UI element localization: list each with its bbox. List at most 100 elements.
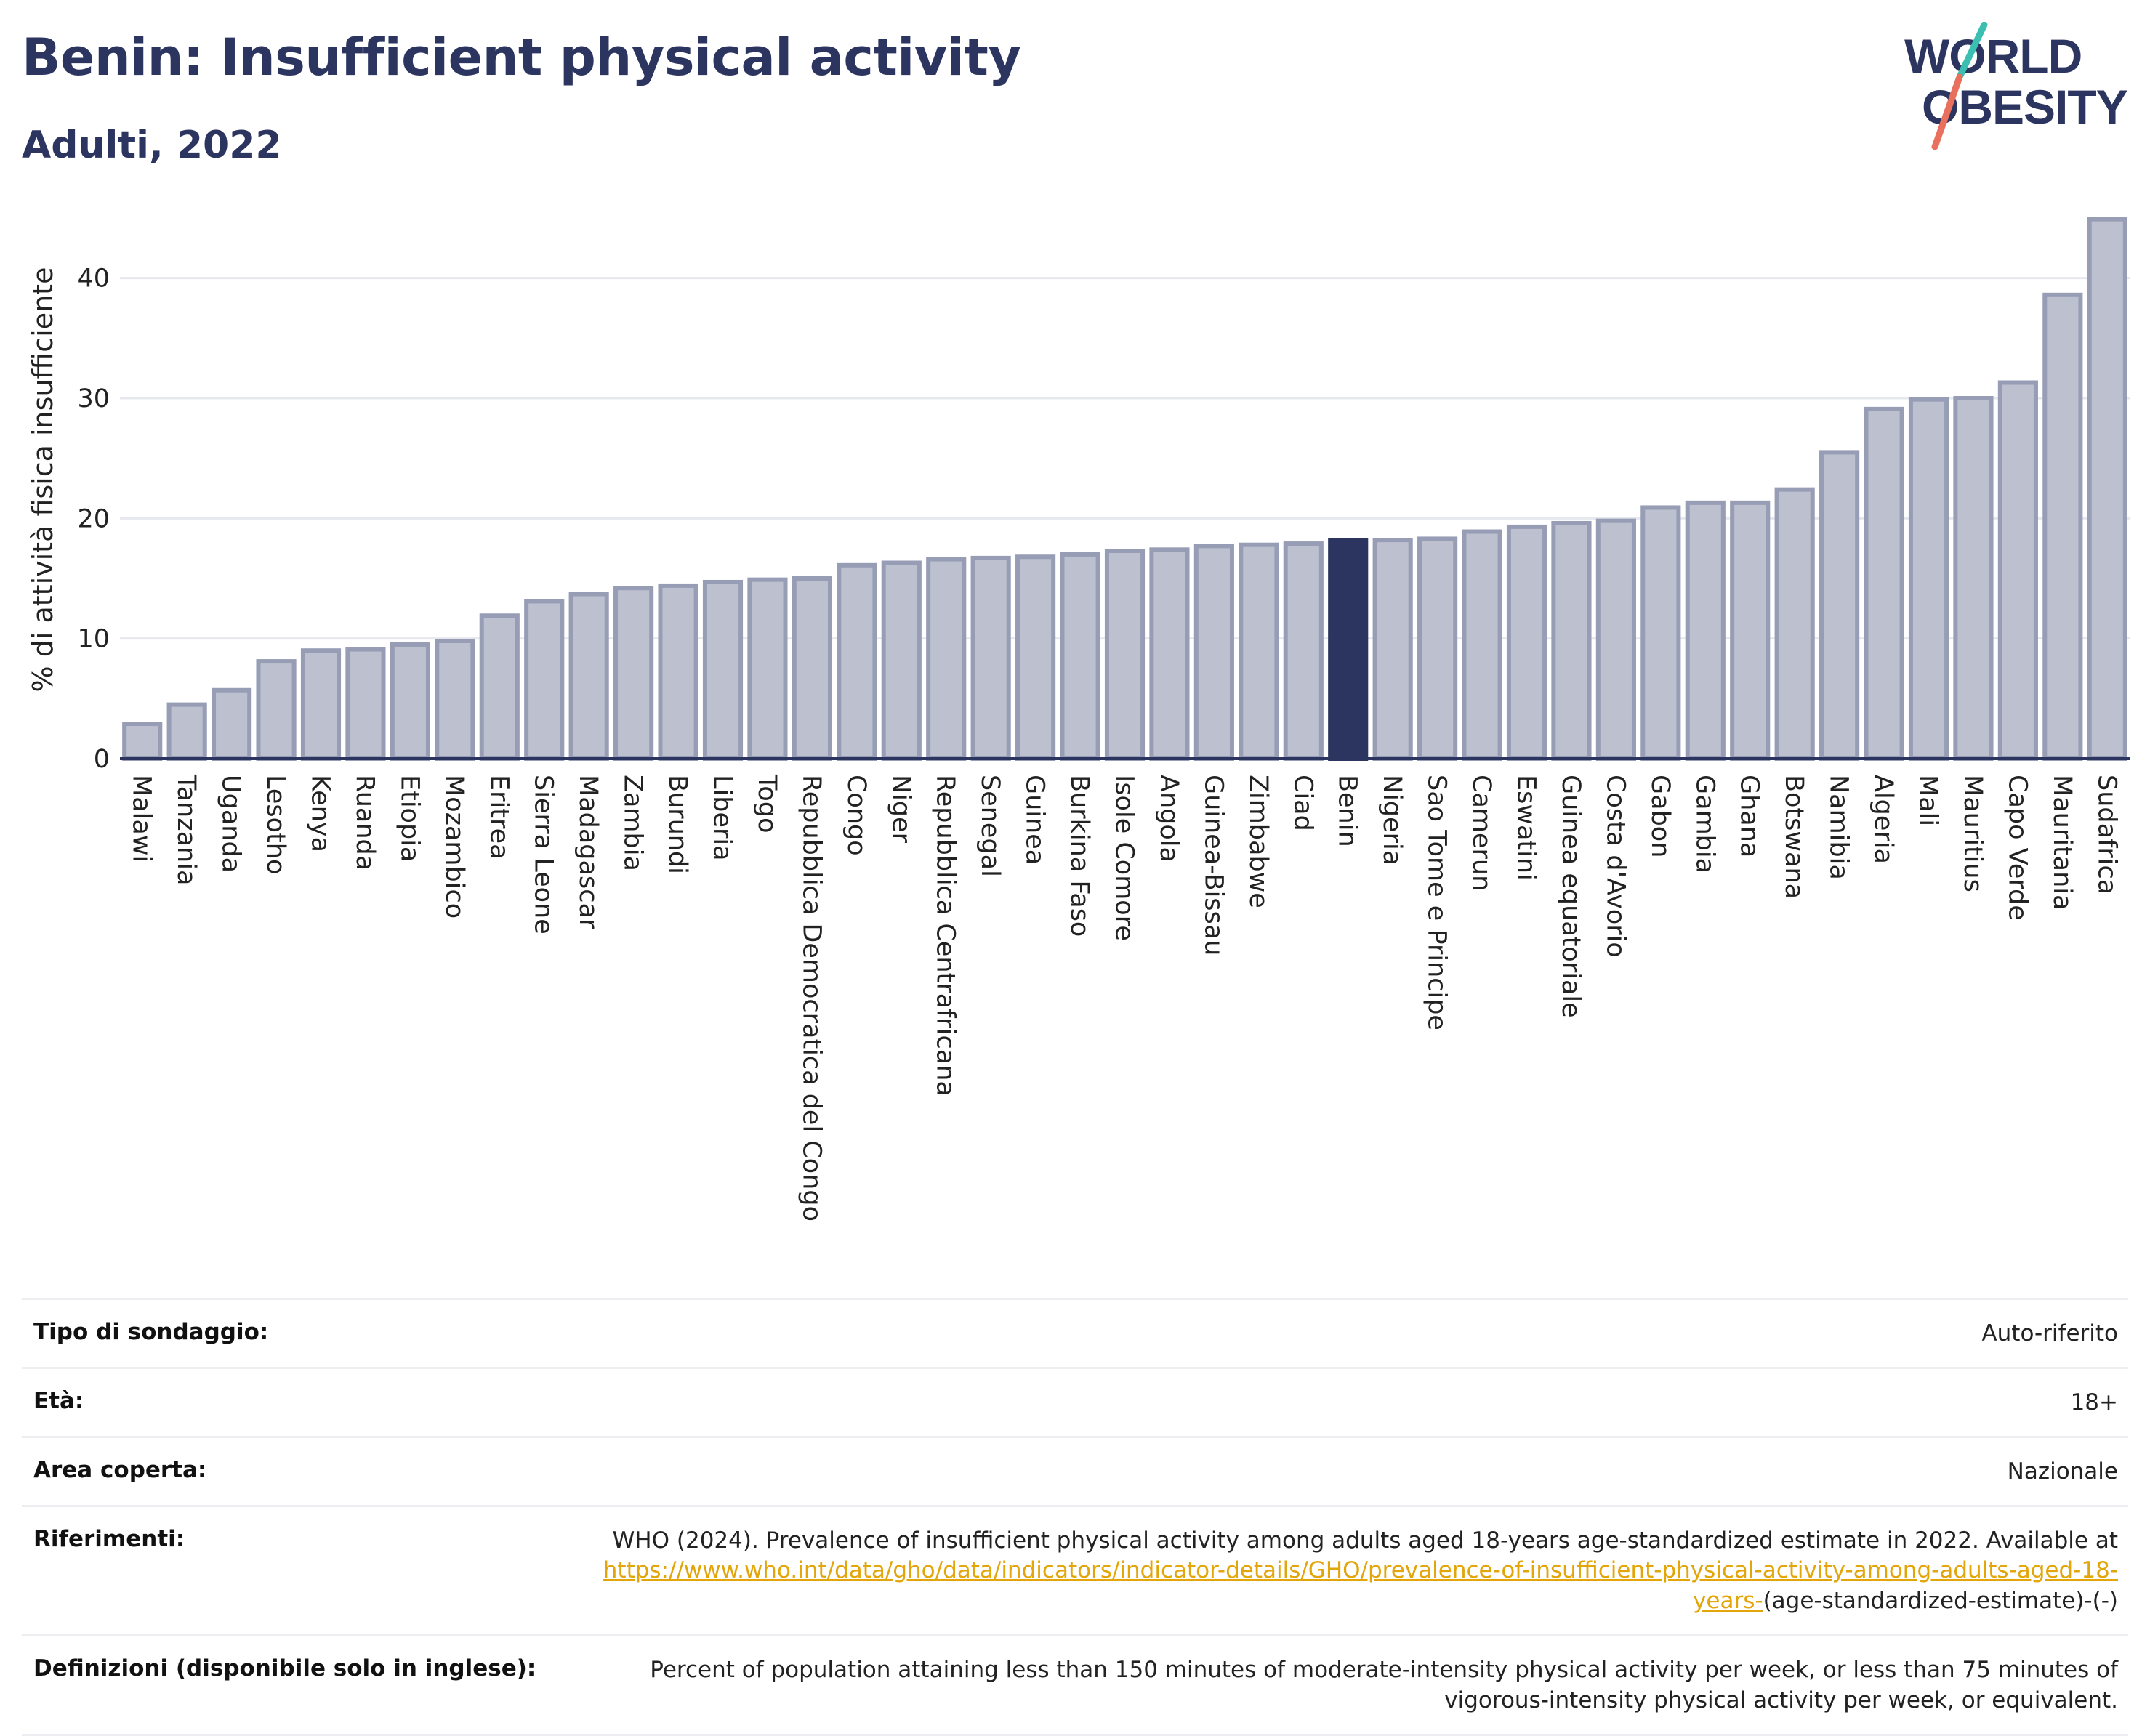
bar	[435, 638, 475, 761]
x-tick-label: Eritrea	[484, 775, 513, 860]
page-title: Benin: Insufficient physical activity	[22, 28, 1021, 87]
x-tick-label: Ruanda	[350, 775, 379, 871]
bar	[1283, 541, 1324, 761]
bar	[1908, 397, 1949, 761]
bar	[1730, 500, 1771, 762]
x-tick-label: Liberia	[708, 775, 737, 861]
x-tick-label: Capo Verde	[2002, 775, 2032, 921]
bar	[1372, 538, 1413, 761]
bar	[1774, 487, 1815, 761]
logo-line-1: WORLD	[1904, 29, 2082, 83]
y-tick-label: 30	[77, 384, 110, 413]
x-tick-label: Lesotho	[261, 775, 290, 874]
x-tick-label: Repubblica Centrafricana	[931, 775, 960, 1097]
x-tick-label: Burkina Faso	[1065, 775, 1094, 937]
info-label: Definizioni (disponibile solo in inglese…	[33, 1655, 536, 1682]
x-tick-label: Namibia	[1824, 775, 1853, 880]
bar	[2087, 217, 2127, 761]
bar	[1417, 536, 1458, 761]
info-label: Riferimenti:	[33, 1525, 185, 1552]
bar	[702, 579, 744, 762]
bar	[2042, 292, 2083, 761]
x-tick-label: Gabon	[1646, 775, 1675, 857]
bar	[881, 560, 922, 761]
info-label: Età:	[33, 1387, 84, 1414]
x-tick-label: Niger	[886, 775, 915, 844]
bar	[1640, 505, 1681, 761]
x-tick-label: Mauritius	[1958, 775, 1987, 892]
x-tick-label: Etiopia	[395, 775, 424, 862]
x-tick-label: Burundi	[663, 775, 692, 874]
info-row-age: Età: 18+	[22, 1366, 2128, 1436]
y-axis-label: % di attività fisica insufficiente	[27, 267, 59, 693]
bar	[166, 702, 207, 761]
x-tick-label: Sao Tome e Principe	[1422, 775, 1452, 1030]
info-table: Tipo di sondaggio: Auto-riferito Età: 18…	[22, 1298, 2128, 1736]
bar	[479, 613, 520, 762]
bar	[524, 599, 565, 761]
x-tick-label: Uganda	[217, 775, 246, 873]
chart-bars	[122, 217, 2127, 762]
x-tick-label: Ciad	[1288, 775, 1317, 831]
info-row-references: Riferimenti: WHO (2024). Prevalence of i…	[22, 1504, 2128, 1635]
chart-axes: 0 10 20 30 40	[77, 265, 2130, 774]
x-tick-label: Madagascar	[573, 775, 603, 929]
info-value: Nazionale	[2007, 1458, 2118, 1485]
bar	[1819, 450, 1860, 762]
bar	[613, 586, 654, 762]
references-text-after: (age-standardized-estimate)-(-)	[1763, 1588, 2118, 1615]
x-tick-label: Zambia	[619, 775, 648, 871]
x-tick-label: Nigeria	[1377, 775, 1406, 865]
x-tick-label: Togo	[752, 774, 781, 833]
y-tick-label: 10	[77, 625, 110, 654]
x-tick-label: Angola	[1154, 775, 1183, 863]
x-tick-label: Benin	[1333, 775, 1362, 847]
bar	[1149, 547, 1190, 761]
x-tick-label: Guinea equatoriale	[1556, 775, 1585, 1018]
references-link[interactable]: https://www.who.int/data/gho/data/indica…	[603, 1557, 2118, 1615]
bar	[1239, 542, 1279, 761]
y-tick-label: 40	[77, 265, 110, 294]
bar	[1595, 518, 1636, 761]
info-row-survey-type: Tipo di sondaggio: Auto-riferito	[22, 1298, 2128, 1367]
x-tick-label: Isole Comore	[1110, 775, 1139, 941]
x-tick-label: Guinea	[1020, 775, 1050, 865]
bar	[345, 647, 386, 762]
x-tick-label: Repubblica Democratica del Congo	[797, 775, 826, 1222]
x-tick-label: Sierra Leone	[529, 775, 558, 934]
bar	[926, 557, 967, 762]
bar	[970, 555, 1011, 761]
x-tick-label: Sudafrica	[2092, 775, 2121, 895]
references-text: WHO (2024). Prevalence of insufficient p…	[612, 1527, 2118, 1554]
x-tick-label: Zimbabwe	[1244, 775, 1273, 908]
info-row-definitions: Definizioni (disponibile solo in inglese…	[22, 1634, 2128, 1736]
world-obesity-logo: WORLD OBESITY	[1904, 22, 2128, 150]
bar	[300, 648, 342, 762]
x-tick-label: Mozambico	[440, 775, 469, 919]
bar	[1104, 548, 1146, 761]
bar	[256, 659, 297, 762]
x-tick-label: Malawi	[127, 775, 156, 863]
bar	[747, 577, 788, 761]
x-tick-label: Ghana	[1735, 775, 1764, 857]
logo-slash-bottom	[1931, 73, 1963, 150]
bar	[212, 687, 252, 762]
x-tick-label: Congo	[842, 775, 871, 856]
x-tick-label: Botswana	[1779, 775, 1808, 899]
bar	[1997, 380, 2038, 761]
bar	[568, 592, 609, 762]
bar	[1864, 406, 1904, 761]
bar	[1551, 520, 1592, 761]
x-tick-label: Gambia	[1690, 775, 1719, 873]
logo-slash-top	[1956, 22, 1988, 81]
x-tick-label: Costa d'Avorio	[1601, 775, 1630, 958]
bar	[1193, 544, 1234, 761]
bar	[837, 562, 877, 762]
x-tick-label: Guinea-Bissau	[1199, 775, 1228, 956]
info-value: Auto-riferito	[1981, 1320, 2118, 1347]
bar-highlight	[1328, 538, 1369, 761]
page-subtitle: Adulti, 2022	[22, 124, 282, 167]
x-tick-label: Algeria	[1869, 775, 1898, 864]
bar	[792, 576, 832, 761]
references-value: WHO (2024). Prevalence of insufficient p…	[592, 1526, 2118, 1618]
